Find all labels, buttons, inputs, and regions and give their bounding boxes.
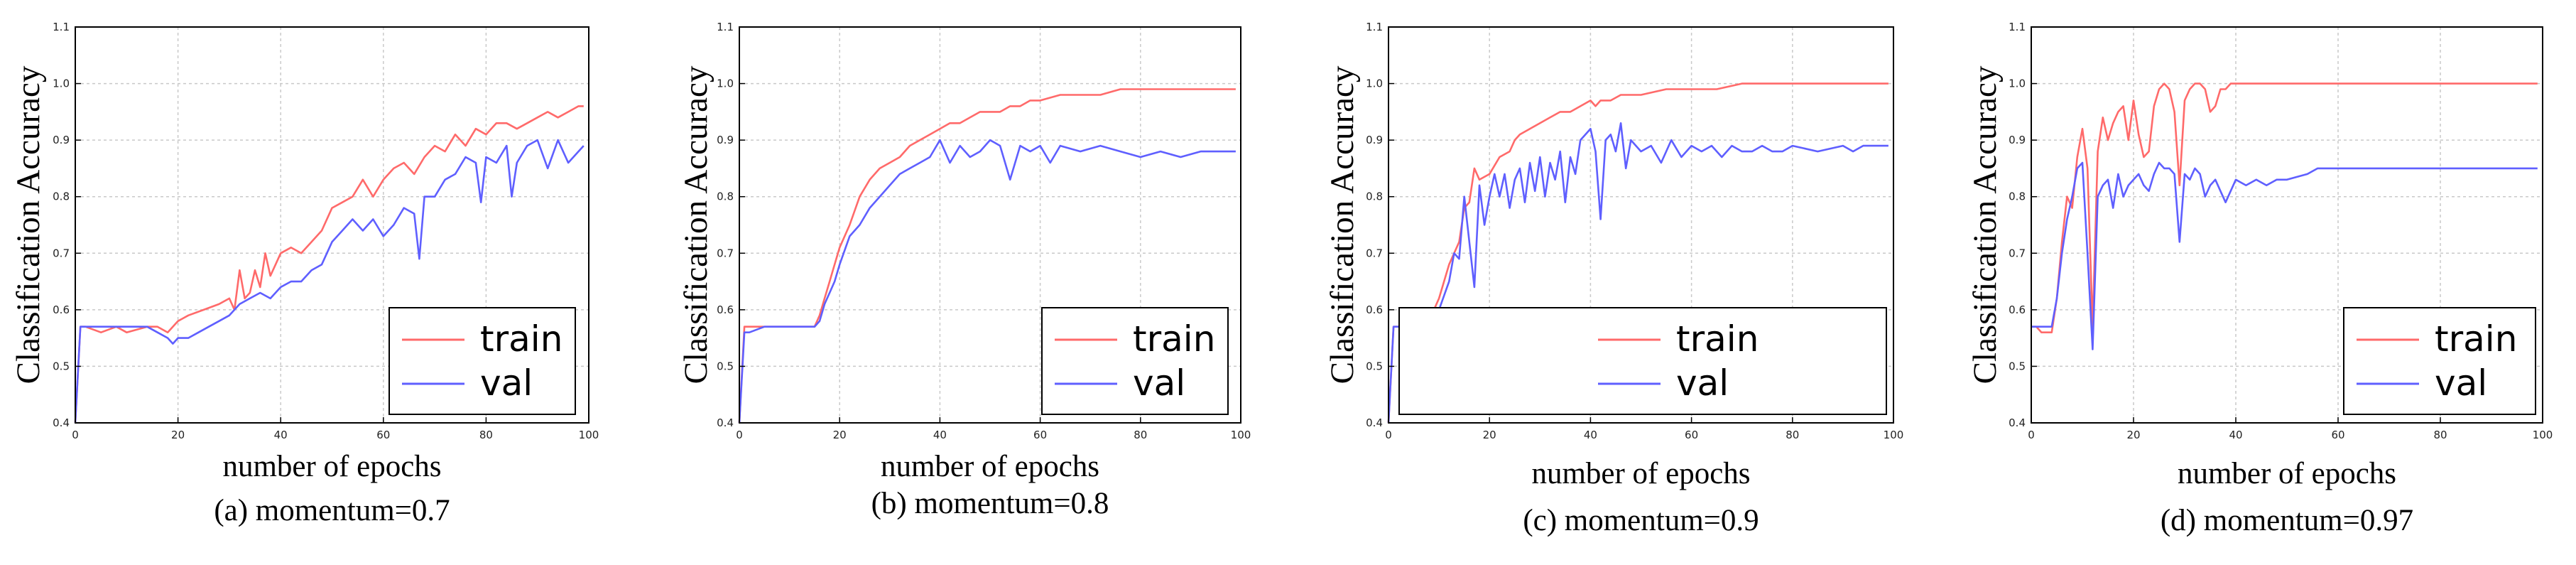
x-tick-label: 20: [833, 429, 847, 441]
legend-label-val: val: [1676, 362, 1729, 404]
x-tick-label: 40: [1584, 429, 1597, 441]
y-tick-label: 0.7: [2009, 247, 2026, 259]
y-tick-label: 0.9: [53, 134, 70, 146]
chart-panel-2: 0 20 40 60 80 100 0.4 0.5 0.6 0.7 0.8 0.9 1.0 1.1 Clas…: [678, 21, 1251, 520]
y-tick-label: 1.1: [1366, 21, 1383, 33]
y-tick-label: 1.1: [717, 21, 734, 33]
y-tick-label: 0.4: [53, 416, 70, 429]
x-axis-label: number of epochs: [2178, 457, 2396, 490]
y-tick-label: 0.8: [53, 190, 70, 203]
y-tick-label: 1.1: [2009, 21, 2026, 33]
chart-panel-3: 0 20 40 60 80 100 0.4 0.5 0.6 0.7 0.8 0.9 1.0 1.1 Clas…: [1324, 21, 1903, 537]
series-line-val: [738, 139, 1236, 424]
x-tick-label: 60: [2331, 429, 2344, 441]
x-tick-label: 100: [1884, 429, 1904, 441]
x-tick-label: 80: [479, 429, 493, 441]
y-tick-label: 0.6: [717, 303, 734, 316]
series-line-train: [74, 105, 584, 424]
panel-caption: (a) momentum=0.7: [214, 494, 450, 527]
x-axis-label: number of epochs: [222, 450, 441, 483]
y-tick-label: 0.4: [717, 416, 734, 429]
x-tick-label: 0: [1385, 429, 1392, 441]
legend-box: [1041, 307, 1229, 415]
y-tick-label: 0.8: [717, 190, 734, 203]
legend-label-train: train: [480, 318, 563, 360]
y-tick-label: 0.5: [717, 360, 734, 372]
x-tick-label: 80: [2433, 429, 2447, 441]
y-tick-label: 0.5: [1366, 360, 1383, 372]
y-tick-label: 0.9: [1366, 134, 1383, 146]
x-tick-label: 60: [376, 429, 390, 441]
y-axis-label: Classification Accuracy: [678, 65, 714, 384]
legend-box: [388, 307, 576, 415]
x-tick-label: 60: [1033, 429, 1047, 441]
y-tick-label: 0.6: [1366, 303, 1383, 316]
legend-box: [2343, 307, 2536, 415]
x-tick-label: 60: [1685, 429, 1698, 441]
x-tick-label: 40: [933, 429, 947, 441]
y-tick-label: 0.5: [53, 360, 70, 372]
legend-label-train: train: [1676, 318, 1759, 360]
x-tick-label: 0: [72, 429, 79, 441]
legend-label-val: val: [1133, 362, 1185, 404]
x-axis-label: number of epochs: [881, 450, 1099, 483]
series-line-train: [738, 88, 1236, 424]
x-tick-label: 20: [1483, 429, 1496, 441]
y-tick-label: 0.4: [1366, 416, 1383, 429]
legend-label-train: train: [1133, 318, 1215, 360]
x-tick-label: 100: [1231, 429, 1251, 441]
x-tick-label: 40: [274, 429, 288, 441]
axes-frame: [75, 26, 589, 424]
chart-panel-4: 0 20 40 60 80 100 0.4 0.5 0.6 0.7 0.8 0.9 1.0 1.1 Clas…: [1967, 21, 2553, 537]
y-tick-label: 0.9: [717, 134, 734, 146]
x-tick-label: 40: [2229, 429, 2242, 441]
y-tick-label: 0.4: [2009, 416, 2026, 429]
axes-frame: [2031, 26, 2543, 424]
y-tick-label: 0.7: [1366, 247, 1383, 259]
y-axis-label: Classification Accuracy: [1324, 65, 1361, 384]
y-tick-label: 1.0: [1366, 77, 1383, 90]
y-tick-label: 0.7: [717, 247, 734, 259]
x-tick-label: 20: [2126, 429, 2140, 441]
legend-label-val: val: [480, 362, 533, 404]
x-tick-label: 20: [171, 429, 185, 441]
x-tick-label: 80: [1134, 429, 1147, 441]
y-tick-label: 0.7: [53, 247, 70, 259]
y-tick-label: 0.9: [2009, 134, 2026, 146]
x-tick-label: 0: [2028, 429, 2035, 441]
legend-box: [1398, 307, 1887, 415]
legend-label-train: train: [2435, 318, 2517, 360]
y-tick-label: 1.0: [53, 77, 70, 90]
y-tick-label: 1.0: [717, 77, 734, 90]
y-tick-label: 1.1: [53, 21, 70, 33]
y-tick-label: 0.8: [1366, 190, 1383, 203]
y-tick-label: 0.6: [53, 303, 70, 316]
series-line-val: [2031, 161, 2538, 350]
x-tick-label: 80: [1786, 429, 1799, 441]
x-tick-label: 0: [736, 429, 743, 441]
y-tick-label: 1.0: [2009, 77, 2026, 90]
axes-frame: [739, 26, 1241, 424]
chart-panel-1: 0 20 40 60 80 100 0.4 0.5 0.6 0.7 0.8 0.9 1.0 1.1 Clas…: [10, 21, 599, 527]
x-axis-label: number of epochs: [1531, 457, 1750, 490]
legend-label-val: val: [2435, 362, 2487, 404]
axes-frame: [1388, 26, 1894, 424]
y-tick-label: 0.6: [2009, 303, 2026, 316]
y-axis-label: Classification Accuracy: [10, 65, 47, 384]
x-tick-label: 100: [579, 429, 599, 441]
y-axis-label: Classification Accuracy: [1967, 65, 2004, 384]
panel-caption: (b) momentum=0.8: [871, 487, 1109, 520]
series-line-val: [1387, 122, 1888, 424]
y-tick-label: 0.5: [2009, 360, 2026, 372]
panel-caption: (c) momentum=0.9: [1523, 504, 1759, 537]
y-tick-label: 0.8: [2009, 190, 2026, 203]
x-tick-label: 100: [2533, 429, 2553, 441]
panel-caption: (d) momentum=0.97: [2161, 504, 2413, 537]
series-line-val: [74, 139, 585, 424]
